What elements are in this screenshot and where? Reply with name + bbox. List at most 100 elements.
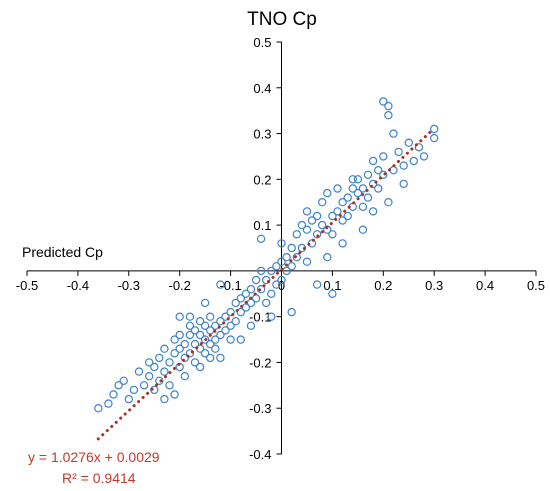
data-point: [226, 307, 235, 317]
data-point: [318, 220, 327, 230]
y-tick-label: 0.4: [253, 81, 271, 96]
data-point: [307, 216, 317, 225]
data-point: [134, 367, 144, 376]
data-point: [216, 330, 225, 340]
data-point: [155, 376, 164, 385]
data-point: [170, 390, 179, 399]
data-point: [328, 289, 337, 298]
data-point: [323, 253, 332, 262]
data-point: [343, 211, 352, 221]
data-point: [185, 330, 195, 340]
data-point: [251, 275, 261, 285]
data-point: [379, 97, 388, 106]
data-point: [384, 197, 393, 207]
data-point: [389, 129, 398, 138]
data-point: [379, 170, 388, 179]
data-point: [394, 147, 403, 157]
data-point: [109, 390, 118, 399]
data-point: [150, 362, 159, 372]
data-point: [165, 358, 174, 367]
data-point: [251, 294, 261, 303]
data-point: [297, 220, 307, 230]
data-point: [226, 335, 235, 344]
data-point: [348, 184, 357, 193]
data-point: [114, 381, 123, 390]
data-point: [353, 175, 363, 184]
data-point: [155, 353, 164, 363]
x-tick-label: -0.1: [219, 278, 241, 293]
data-point: [363, 170, 373, 179]
y-tick-label: -0.1: [249, 310, 271, 325]
data-point: [190, 339, 200, 349]
data-point: [363, 193, 373, 202]
data-point: [124, 394, 134, 404]
data-point: [190, 326, 200, 335]
y-tick-label: 0.1: [253, 218, 271, 233]
data-point: [328, 211, 337, 221]
data-point: [221, 326, 230, 335]
data-point: [180, 339, 189, 349]
r-squared-label: R² = 0.9414: [62, 470, 136, 486]
data-point: [246, 321, 256, 330]
data-point: [170, 335, 179, 344]
data-point: [119, 376, 128, 385]
data-point: [353, 188, 363, 198]
data-point: [277, 257, 286, 266]
data-point: [211, 335, 220, 344]
axes: -0.5 -0.4 -0.3 -0.2 -0.1 0 0.1 0.2 0.3 0.4 0.5 0.5 0…: [16, 35, 545, 462]
data-point: [292, 253, 301, 262]
data-point: [312, 230, 322, 239]
y-tick-label: 0.5: [253, 35, 271, 50]
x-tick-label: -0.3: [118, 278, 140, 293]
data-point: [267, 289, 276, 298]
data-point: [216, 353, 225, 363]
data-point: [338, 239, 347, 248]
data-point: [175, 344, 184, 353]
x-tick-label: 0.5: [527, 278, 545, 293]
data-point: [312, 280, 322, 289]
data-point: [94, 404, 103, 413]
trendline-equation: y = 1.0276x + 0.0029: [28, 449, 160, 465]
data-point: [211, 344, 220, 353]
data-point: [368, 207, 378, 216]
data-point: [160, 394, 169, 404]
data-point: [246, 285, 256, 294]
data-point: [185, 349, 195, 358]
data-point: [333, 207, 342, 216]
y-tick-label: -0.3: [249, 401, 271, 416]
data-point: [323, 188, 332, 198]
y-tick-label: 0.3: [253, 127, 271, 142]
data-point: [200, 349, 210, 358]
x-tick-label: 0.1: [323, 278, 341, 293]
data-point: [368, 179, 378, 189]
data-point: [231, 298, 240, 308]
data-point: [384, 110, 393, 120]
data-point: [144, 372, 154, 381]
data-point: [414, 143, 424, 152]
x-tick-label: 0.2: [374, 278, 392, 293]
data-point: [195, 317, 205, 326]
data-point: [175, 330, 184, 340]
data-point: [430, 133, 439, 143]
data-point: [195, 362, 205, 372]
x-axis-label: Predicted Cp: [22, 244, 103, 260]
data-point: [241, 289, 251, 298]
x-tick-label: -0.4: [67, 278, 89, 293]
data-point: [139, 381, 149, 390]
data-point: [277, 239, 286, 248]
data-point: [205, 339, 215, 349]
data-point: [216, 280, 225, 289]
x-tick-label: -0.2: [168, 278, 190, 293]
data-point: [104, 399, 113, 408]
data-point: [409, 156, 418, 166]
data-point: [180, 353, 189, 363]
y-tick-label: -0.2: [249, 355, 271, 370]
data-point: [277, 275, 286, 285]
data-point: [404, 138, 413, 147]
chart-title: TNO Cp: [247, 9, 317, 30]
data-point: [236, 307, 245, 317]
data-point: [389, 165, 398, 175]
data-point: [399, 161, 408, 170]
data-point: [262, 298, 271, 308]
data-point: [256, 266, 266, 276]
